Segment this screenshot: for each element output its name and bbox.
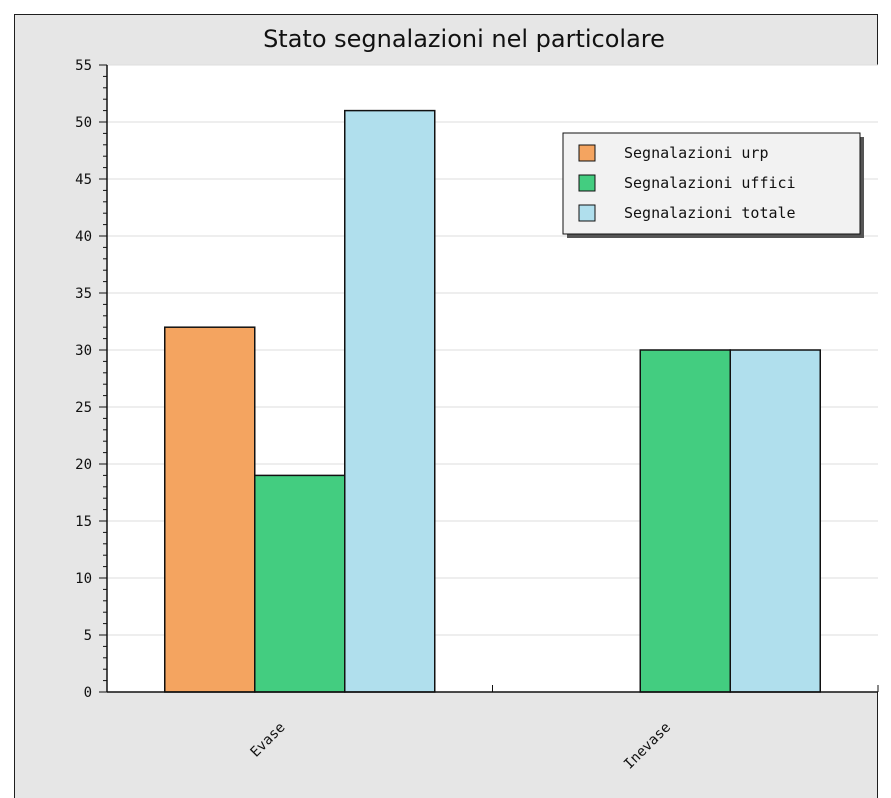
y-tick-label: 40 (75, 229, 92, 245)
y-tick-label: 35 (75, 286, 92, 302)
chart-title: Stato segnalazioni nel particolare (263, 25, 665, 53)
y-tick-label: 5 (84, 628, 92, 644)
legend-box (562, 132, 861, 235)
y-axis-ticks: 0 5 10 15 20 25 30 35 40 45 50 55 (75, 58, 107, 701)
y-tick-label: 20 (75, 457, 92, 473)
x-axis-ticks: Evase Inevase (247, 685, 879, 773)
legend-label: Segnalazioni totale (624, 204, 796, 222)
legend-swatch (578, 144, 596, 162)
bar-segnalazioni-urp-evase (164, 326, 256, 693)
bar-segnalazioni-totale-inevase (729, 349, 821, 693)
legend: Segnalazioni urp Segnalazioni uffici Segna… (562, 132, 864, 238)
legend-swatch (578, 174, 596, 192)
y-tick-label: 0 (84, 685, 92, 701)
y-tick-label: 25 (75, 400, 92, 416)
y-tick-label: 50 (75, 115, 92, 131)
x-tick-label: Evase (247, 720, 288, 761)
y-tick-label: 55 (75, 58, 92, 74)
legend-label: Segnalazioni uffici (624, 174, 796, 192)
legend-swatch (578, 204, 596, 222)
y-tick-label: 15 (75, 514, 92, 530)
bar-segnalazioni-uffici-inevase (639, 349, 731, 693)
y-tick-label: 30 (75, 343, 92, 359)
bar-segnalazioni-uffici-evase (254, 474, 346, 693)
legend-label: Segnalazioni urp (624, 144, 769, 162)
x-tick-label: Inevase (621, 720, 674, 773)
y-tick-label: 45 (75, 172, 92, 188)
bar-segnalazioni-totale-evase (344, 109, 436, 693)
bars (164, 109, 821, 693)
y-tick-label: 10 (75, 571, 92, 587)
